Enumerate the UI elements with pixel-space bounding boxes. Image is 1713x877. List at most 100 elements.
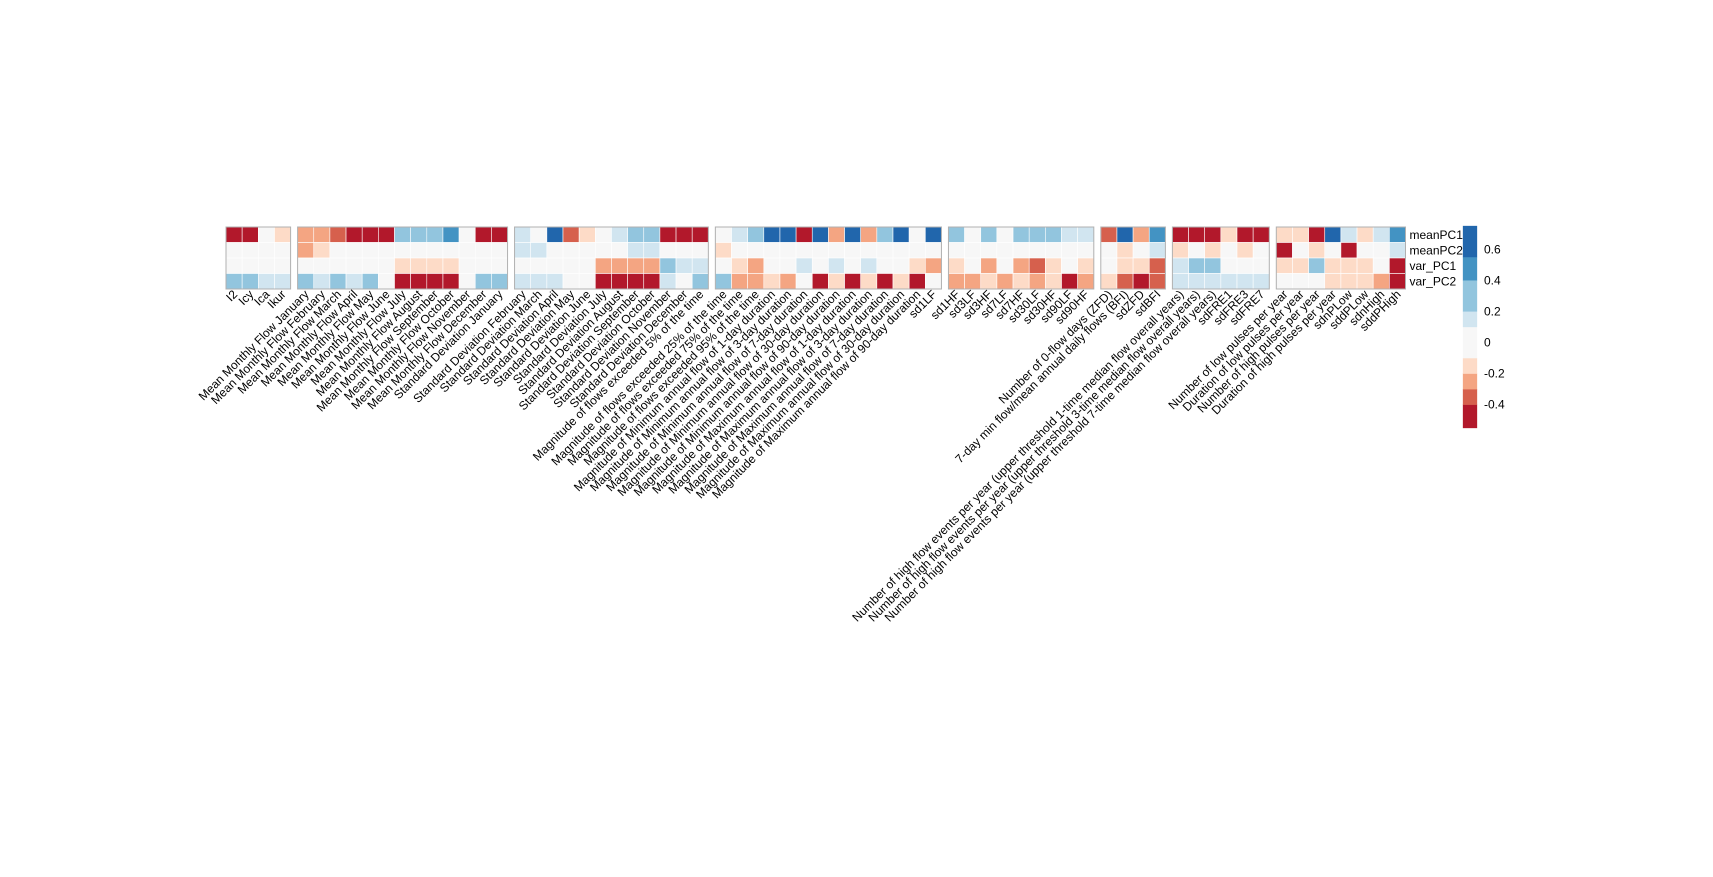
heatmap-cell <box>1324 273 1342 290</box>
heatmap-cell <box>1340 257 1358 274</box>
heatmap-cell <box>1308 242 1326 259</box>
heatmap-cell <box>530 242 548 259</box>
column-label: Number of high flow events per year (upp… <box>866 287 1203 624</box>
heatmap-cell <box>860 226 878 243</box>
heatmap-cell <box>426 257 444 274</box>
heatmap-cell <box>514 226 531 243</box>
heatmap-cell <box>731 242 748 259</box>
heatmap-cell <box>1077 226 1095 243</box>
heatmap-cell <box>691 257 709 274</box>
heatmap-cell <box>562 273 580 290</box>
heatmap-cell <box>1148 273 1166 290</box>
heatmap-cell <box>530 273 548 290</box>
heatmap-cell <box>225 226 243 243</box>
heatmap-cell <box>257 242 275 259</box>
heatmap-cell <box>491 257 508 274</box>
heatmap-cell <box>715 273 732 290</box>
heatmap-cell <box>659 226 677 243</box>
heatmap-cell <box>1116 273 1134 290</box>
heatmap-cell <box>410 226 428 243</box>
heatmap-cell <box>546 273 564 290</box>
heatmap-cell <box>779 242 797 259</box>
legend-tick-label: -0.4 <box>1484 398 1505 412</box>
group-border <box>225 226 292 290</box>
heatmap-cell <box>779 257 797 274</box>
heatmap-cell <box>1132 226 1150 243</box>
heatmap-cell <box>643 273 661 290</box>
heatmap-cell <box>297 242 315 259</box>
heatmap-cell <box>731 226 748 243</box>
heatmap-cell <box>1028 273 1046 290</box>
heatmap-cell <box>257 273 275 290</box>
heatmap-cell <box>394 257 411 274</box>
heatmap-cell <box>442 242 460 259</box>
heatmap-cell <box>860 257 878 274</box>
heatmap-cell <box>691 242 709 259</box>
heatmap-cell <box>530 257 548 274</box>
legend-swatch <box>1462 389 1478 405</box>
heatmap-cell <box>1220 226 1238 243</box>
heatmap-cell <box>594 257 612 274</box>
heatmap-cell <box>1324 226 1342 243</box>
heatmap-cell <box>1172 257 1189 274</box>
heatmap-cell <box>643 242 661 259</box>
heatmap-cell <box>1252 257 1270 274</box>
heatmap-cell <box>996 242 1014 259</box>
heatmap-cell <box>1276 257 1293 274</box>
heatmap-cell <box>763 273 781 290</box>
heatmap-cell <box>1012 226 1030 243</box>
heatmap-cell <box>394 242 411 259</box>
heatmap-cell <box>1252 226 1270 243</box>
heatmap-cell <box>892 273 910 290</box>
heatmap-cell <box>675 242 693 259</box>
heatmap-cell <box>1100 257 1118 274</box>
heatmap-cell <box>1389 242 1406 259</box>
heatmap-cell <box>378 226 395 243</box>
heatmap-cell <box>924 257 942 274</box>
heatmap-cell <box>329 242 347 259</box>
group-borders <box>225 226 1407 290</box>
heatmap-cell <box>225 273 243 290</box>
heatmap-cell <box>1236 257 1254 274</box>
heatmap-cell <box>329 257 347 274</box>
group-border <box>297 226 509 290</box>
heatmap-cell <box>297 226 315 243</box>
heatmap-cell <box>980 226 998 243</box>
heatmap-cell <box>980 242 998 259</box>
heatmap-cell <box>1077 273 1095 290</box>
heatmap-cell <box>257 257 275 274</box>
heatmap-cell <box>1372 273 1390 290</box>
heatmap-cell <box>611 273 628 290</box>
heatmap-cell <box>491 242 508 259</box>
legend-tick-label: 0.4 <box>1484 273 1501 287</box>
heatmap-cell <box>1172 242 1189 259</box>
heatmap-cell <box>659 242 677 259</box>
heatmap-cell <box>1188 257 1206 274</box>
heatmap-cell <box>442 226 460 243</box>
heatmap-cell <box>274 242 291 259</box>
heatmap-cell <box>1340 226 1358 243</box>
heatmap-cell <box>1236 273 1254 290</box>
heatmap-cell <box>458 226 476 243</box>
heatmap-cell <box>1012 257 1030 274</box>
heatmap-cell <box>844 257 861 274</box>
heatmap-cell <box>627 242 645 259</box>
heatmap-cell <box>274 257 291 274</box>
heatmap-cell <box>747 273 765 290</box>
heatmap-cell <box>458 242 476 259</box>
heatmap-cell <box>1292 226 1309 243</box>
heatmap-cell <box>1204 257 1222 274</box>
heatmap-cell <box>675 257 693 274</box>
heatmap-cell <box>1220 273 1238 290</box>
heatmap-cell <box>1372 257 1390 274</box>
heatmap-cell <box>313 273 331 290</box>
group-border <box>714 226 942 290</box>
heatmap-cell <box>715 226 732 243</box>
heatmap-cell <box>410 257 428 274</box>
heatmap-cell <box>1061 226 1078 243</box>
heatmap-cell <box>924 273 942 290</box>
heatmap-cell <box>844 273 861 290</box>
legend-tick-label: 0.6 <box>1484 242 1501 256</box>
heatmap-cell <box>474 242 492 259</box>
heatmap-cell <box>514 273 531 290</box>
